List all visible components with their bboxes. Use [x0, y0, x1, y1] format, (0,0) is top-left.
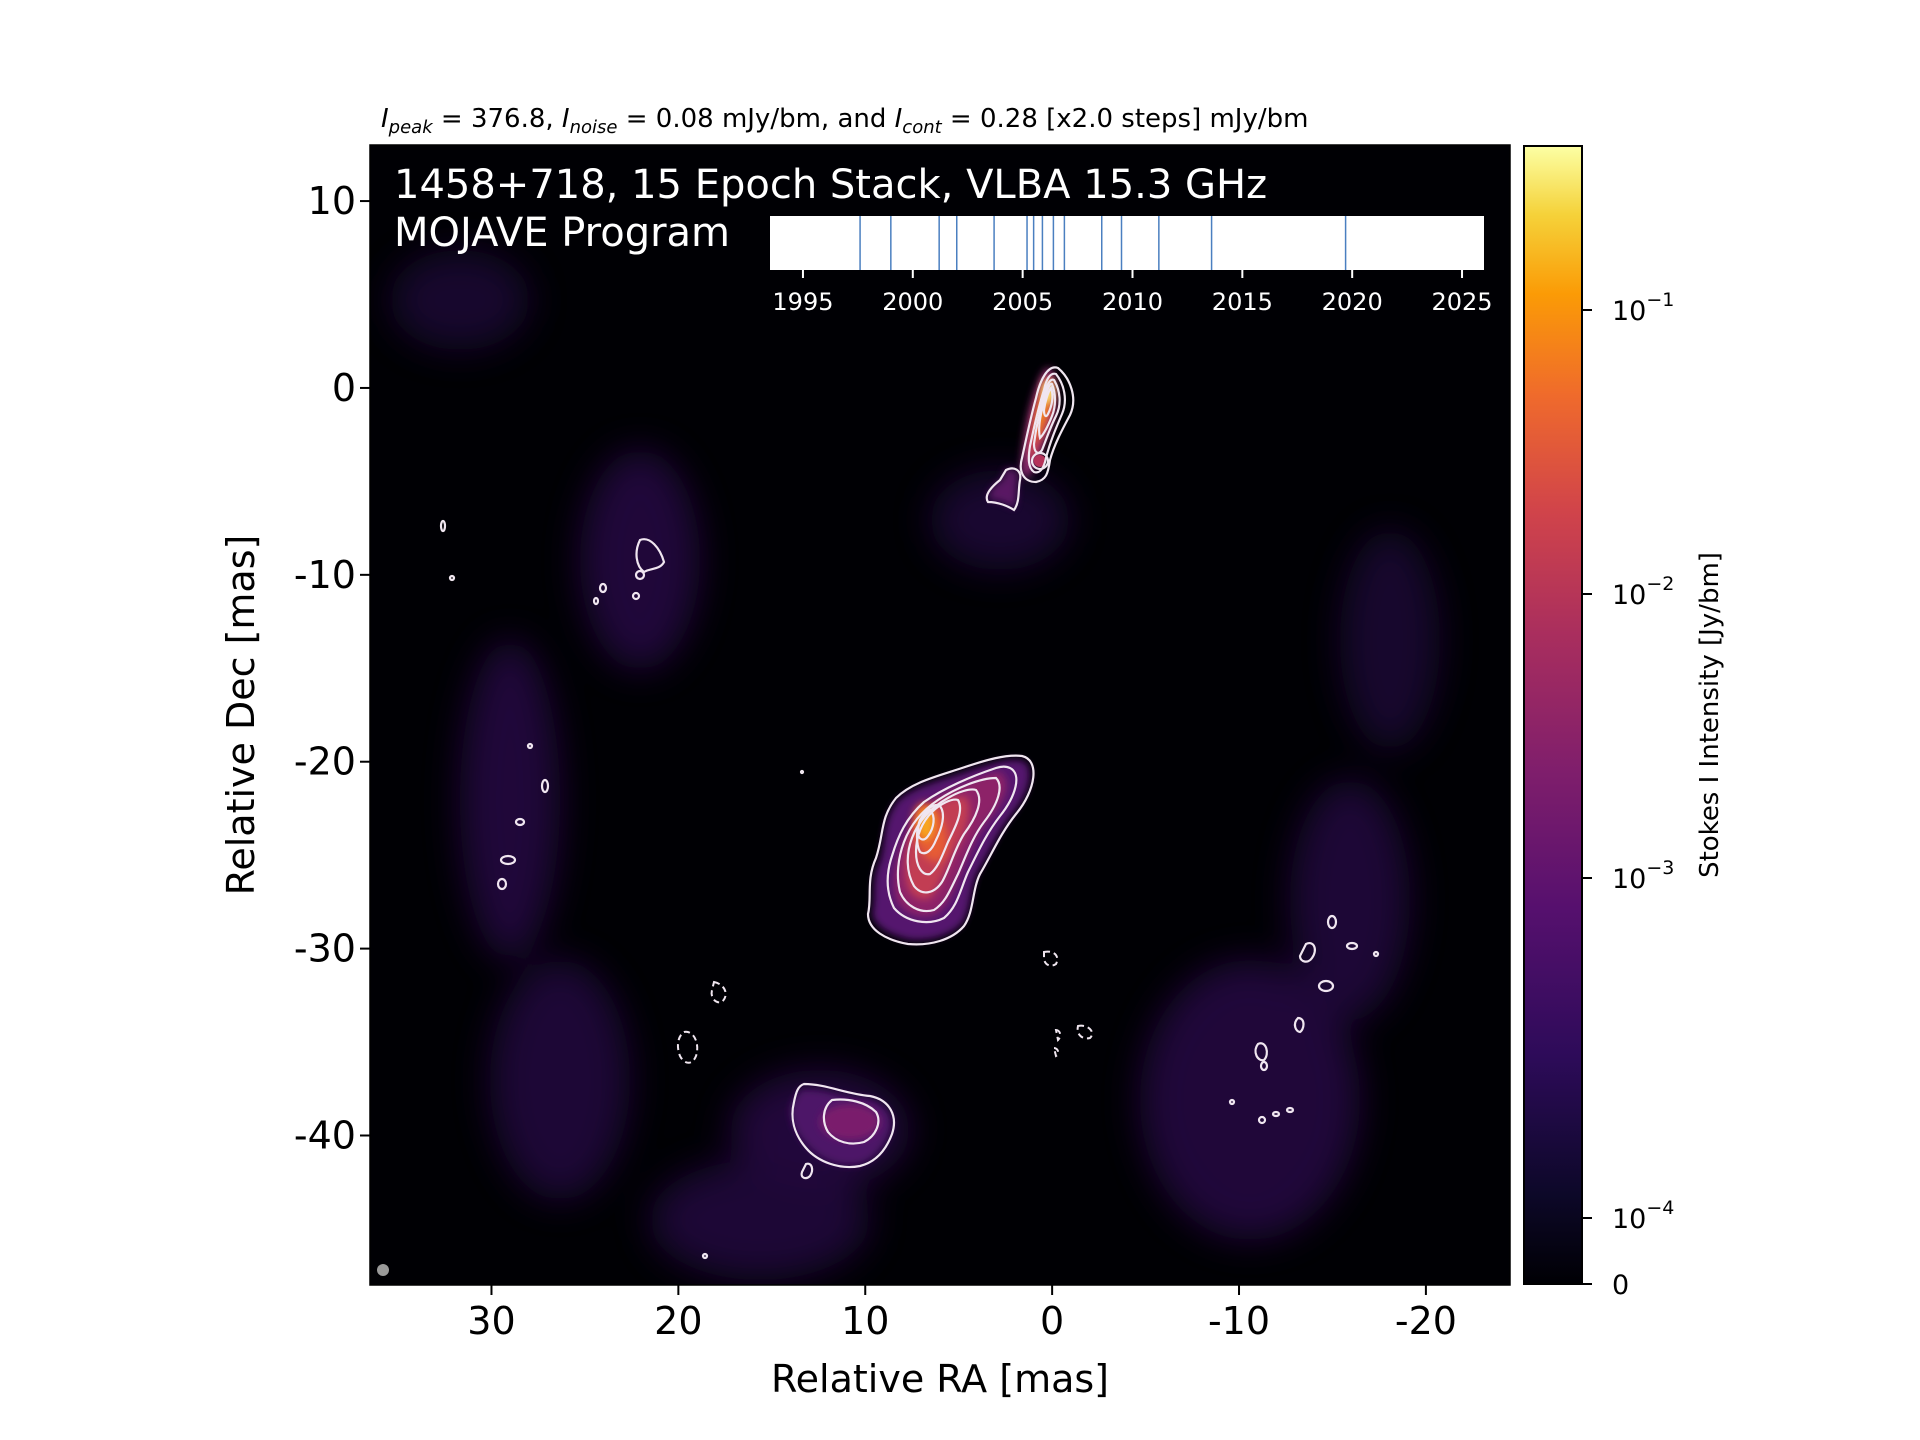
noise-halo	[390, 250, 1440, 1280]
knot-contour-2	[886, 765, 1018, 924]
epoch-tick-label: 2015	[1212, 288, 1273, 316]
knot-contour-7	[916, 808, 935, 841]
x-tick-label: 10	[841, 1299, 889, 1343]
negative-contour	[1052, 1046, 1060, 1058]
core-contour-knot	[1030, 451, 1050, 471]
x-tick-label: -20	[1395, 1299, 1457, 1343]
blob-contour	[1285, 1106, 1295, 1114]
blob-contour	[448, 574, 456, 582]
blob-contour	[1257, 1115, 1267, 1125]
negative-contours	[676, 950, 1094, 1064]
core-contour-4	[1038, 382, 1057, 441]
core-contour-tail	[985, 467, 1022, 512]
core-contour-5	[1042, 385, 1054, 418]
blob-contour	[1298, 942, 1316, 963]
knot-contour-4	[906, 788, 981, 894]
knot-contour-5	[914, 798, 962, 876]
y-tick-label: -40	[294, 1113, 356, 1157]
colorbar-ticks: 10−1 10−2 10−3 10−4 0	[1582, 289, 1674, 1301]
blob-contour	[1317, 979, 1335, 993]
knot-contour-outer	[866, 754, 1035, 946]
knot-contour-3	[896, 776, 1001, 913]
epoch-tick-label: 2005	[992, 288, 1053, 316]
blob-contour	[499, 854, 517, 866]
blob-contour	[439, 519, 447, 533]
y-tick-label: -10	[294, 553, 356, 597]
plot-title-line2: MOJAVE Program	[394, 210, 730, 256]
lobe-contour-2	[822, 1098, 880, 1145]
colorbar-tick-label: 10−4	[1612, 1197, 1674, 1235]
blob-contour	[598, 582, 608, 594]
epoch-ticks: 1995 2000 2005 2010 2015 2020 2025	[772, 270, 1493, 316]
blob-contour	[1254, 1042, 1268, 1062]
colorbar-tick-label: 10−2	[1612, 573, 1674, 611]
blob-contour	[592, 596, 600, 606]
blob-contour	[496, 877, 508, 891]
southern-lobe-emission	[790, 1089, 892, 1166]
header-stats: Ipeak = 376.8, Inoise = 0.08 mJy/bm, and…	[381, 104, 1308, 138]
blob-contour	[1293, 1016, 1305, 1034]
negative-contour	[710, 980, 727, 1004]
negative-contour	[676, 1030, 699, 1064]
colorbar-label: Stokes I Intensity [Jy/bm]	[1695, 552, 1725, 878]
y-tick-label: -20	[294, 740, 356, 784]
colorbar: 10−1 10−2 10−3 10−4 0 Stokes I Intensity [Jy…	[1523, 145, 1725, 1301]
y-tick-label: 0	[332, 366, 356, 410]
negative-contour	[1076, 1024, 1094, 1040]
epoch-tick-label: 2010	[1102, 288, 1163, 316]
blob-contour	[526, 742, 534, 750]
core-contour-outer	[1019, 366, 1075, 484]
x-axis: 30 20 10 0 -10 -20	[467, 1285, 1457, 1343]
y-tick-label: -30	[294, 927, 356, 971]
y-axis: 10 0 -10 -20 -30 -40	[294, 179, 370, 1157]
negative-contour	[1043, 950, 1059, 967]
plot-title-line1: 1458+718, 15 Epoch Stack, VLBA 15.3 GHz	[394, 162, 1267, 208]
x-tick-label: 30	[467, 1299, 515, 1343]
blob-contour	[635, 538, 666, 574]
x-tick-label: 20	[654, 1299, 702, 1343]
blob-contour	[634, 569, 646, 581]
image-frame	[369, 144, 1511, 1286]
core-contour-2	[1027, 372, 1066, 474]
x-tick-label: 0	[1040, 1299, 1064, 1343]
blob-contour	[799, 769, 805, 775]
blob-contour	[1326, 914, 1338, 930]
beam-ellipse	[377, 1264, 389, 1276]
negative-contour	[1054, 1028, 1062, 1043]
blob-contour	[514, 817, 526, 827]
blob-contour	[1259, 1060, 1269, 1072]
epoch-tick-label: 2000	[882, 288, 943, 316]
epoch-lines	[859, 216, 1347, 270]
colorbar-tick-label: 0	[1612, 1270, 1629, 1301]
colorbar-tick-label: 10−3	[1612, 857, 1674, 895]
epoch-tick-label: 2020	[1322, 288, 1383, 316]
blob-contour	[631, 591, 641, 601]
blob-contour	[540, 778, 550, 794]
y-tick-label: 10	[308, 179, 356, 223]
colorbar-gradient	[1523, 145, 1583, 1285]
y-axis-label: Relative Dec [mas]	[219, 535, 263, 896]
image-panel: 1995 2000 2005 2010 2015 2020 2025 1458+718, 1…	[369, 144, 1511, 1286]
lobe-contour-small	[800, 1162, 814, 1180]
epoch-timeline: 1995 2000 2005 2010 2015 2020 2025	[770, 216, 1493, 316]
blob-contour	[1372, 950, 1380, 958]
blob-contour	[701, 1252, 709, 1260]
contours	[439, 366, 1380, 1260]
core-contour-3	[1032, 378, 1061, 454]
blob-contour	[1271, 1110, 1281, 1118]
x-axis-label: Relative RA [mas]	[771, 1357, 1109, 1401]
x-tick-label: -10	[1208, 1299, 1270, 1343]
lobe-contour-outer	[791, 1082, 896, 1169]
colorbar-tick-label: 10−1	[1612, 289, 1674, 327]
epoch-tick-label: 1995	[772, 288, 833, 316]
blob-contour	[1345, 941, 1359, 951]
epoch-tick-label: 2025	[1431, 288, 1492, 316]
blob-contour	[1228, 1098, 1236, 1106]
epoch-timeline-box	[770, 216, 1484, 270]
